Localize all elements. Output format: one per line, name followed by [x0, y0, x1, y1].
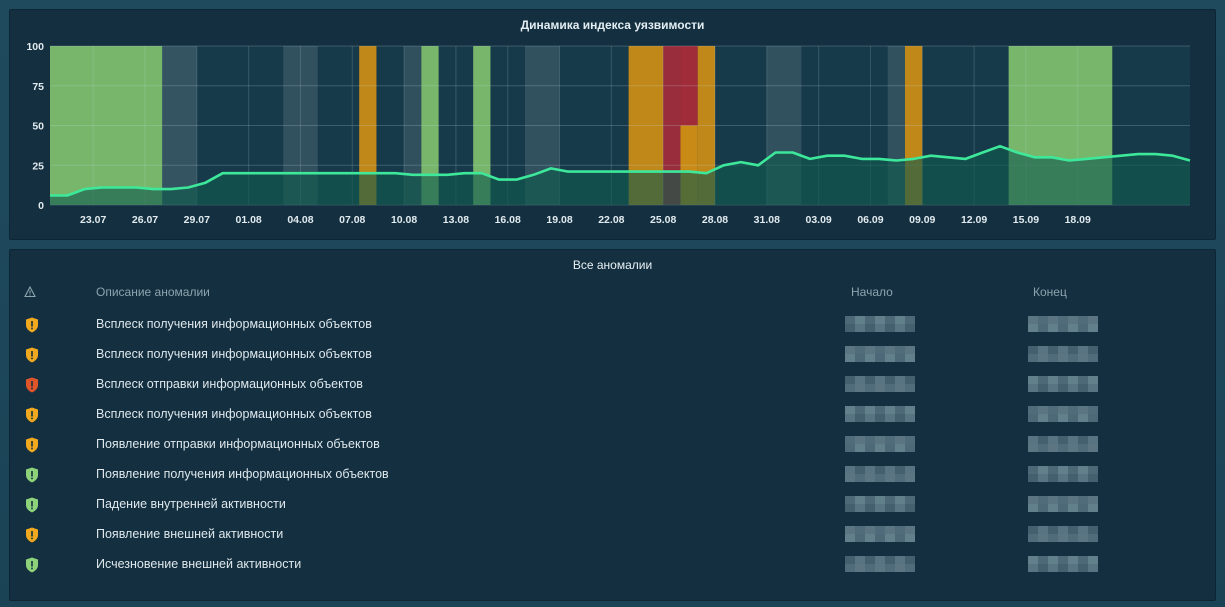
start-time-redacted — [845, 376, 915, 392]
shield-severity-icon — [25, 347, 39, 363]
end-time-redacted — [1028, 316, 1098, 332]
y-tick-label: 0 — [38, 200, 44, 212]
x-tick-label: 04.08 — [287, 214, 313, 226]
table-row[interactable]: Исчезновение внешней активности — [10, 554, 1215, 580]
x-tick-label: 22.08 — [598, 214, 624, 226]
start-column-header[interactable]: Начало — [851, 285, 893, 299]
end-time-redacted — [1028, 496, 1098, 512]
end-time-redacted — [1028, 556, 1098, 572]
x-tick-label: 10.08 — [391, 214, 417, 226]
start-time-redacted — [845, 526, 915, 542]
y-tick-label: 100 — [26, 41, 44, 53]
anomaly-band — [663, 46, 681, 205]
description-column-header[interactable]: Описание аномалии — [96, 285, 210, 299]
shield-severity-icon — [25, 407, 39, 423]
anomaly-description: Всплеск отправки информационных объектов — [96, 377, 363, 391]
end-time-redacted — [1028, 436, 1098, 452]
anomalies-title: Все аномалии — [572, 258, 653, 272]
table-row[interactable]: Падение внутренней активности — [10, 494, 1215, 520]
shield-severity-icon — [25, 467, 39, 483]
shield-severity-icon — [25, 437, 39, 453]
anomaly-band — [473, 46, 491, 205]
shield-severity-icon — [25, 317, 39, 333]
table-row[interactable]: Всплеск отправки информационных объектов — [10, 374, 1215, 400]
table-row[interactable]: Появление получения информационных объек… — [10, 464, 1215, 490]
x-tick-label: 28.08 — [702, 214, 728, 226]
x-tick-label: 25.08 — [650, 214, 676, 226]
anomaly-band — [421, 46, 439, 205]
x-tick-label: 16.08 — [495, 214, 521, 226]
x-tick-label: 29.07 — [184, 214, 210, 226]
anomaly-band — [359, 46, 377, 205]
x-tick-label: 23.07 — [80, 214, 106, 226]
anomaly-band — [162, 46, 197, 205]
x-tick-label: 01.08 — [235, 214, 261, 226]
shield-severity-icon — [25, 527, 39, 543]
start-time-redacted — [845, 316, 915, 332]
x-tick-label: 09.09 — [909, 214, 935, 226]
start-time-redacted — [845, 436, 915, 452]
x-tick-label: 03.09 — [805, 214, 831, 226]
anomaly-description: Всплеск получения информационных объекто… — [96, 407, 372, 421]
x-tick-label: 06.09 — [857, 214, 883, 226]
anomaly-band — [697, 46, 715, 205]
y-tick-label: 75 — [32, 81, 44, 93]
y-tick-label: 25 — [32, 160, 44, 172]
anomaly-description: Появление получения информационных объек… — [96, 467, 389, 481]
anomaly-description: Появление внешней активности — [96, 527, 284, 541]
table-row[interactable]: Появление внешней активности — [10, 524, 1215, 550]
anomaly-description: Появление отправки информационных объект… — [96, 437, 380, 451]
start-time-redacted — [845, 406, 915, 422]
severity-column-header — [24, 285, 36, 298]
end-time-redacted — [1028, 526, 1098, 542]
vulnerability-chart: 0 25 50 75 100 23.07 26.07 29.07 01.08 04.08 07.08… — [26, 41, 1191, 226]
warning-triangle-icon — [24, 285, 36, 298]
start-time-redacted — [845, 496, 915, 512]
series-line — [50, 144, 1191, 197]
table-row[interactable]: Всплеск получения информационных объекто… — [10, 344, 1215, 370]
start-time-redacted — [845, 466, 915, 482]
x-tick-label: 19.08 — [546, 214, 572, 226]
start-time-redacted — [845, 346, 915, 362]
end-column-header[interactable]: Конец — [1033, 285, 1067, 299]
anomaly-description: Падение внутренней активности — [96, 497, 286, 511]
end-time-redacted — [1028, 376, 1098, 392]
end-time-redacted — [1028, 346, 1098, 362]
vulnerability-chart-panel: Динамика индекса уязвимости 0 25 50 75 100 23… — [9, 9, 1216, 240]
chart-title: Динамика индекса уязвимости — [520, 18, 705, 32]
x-tick-label: 18.09 — [1065, 214, 1091, 226]
start-time-redacted — [845, 556, 915, 572]
anomaly-band — [50, 46, 163, 205]
shield-severity-icon — [25, 497, 39, 513]
table-row[interactable]: Появление отправки информационных объект… — [10, 434, 1215, 460]
y-tick-label: 50 — [32, 121, 44, 133]
end-time-redacted — [1028, 466, 1098, 482]
x-tick-label: 07.08 — [339, 214, 365, 226]
table-row[interactable]: Всплеск получения информационных объекто… — [10, 404, 1215, 430]
anomaly-description: Исчезновение внешней активности — [96, 557, 302, 571]
table-row[interactable]: Всплеск получения информационных объекто… — [10, 314, 1215, 340]
x-tick-label: 31.08 — [754, 214, 780, 226]
anomaly-description: Всплеск получения информационных объекто… — [96, 347, 372, 361]
x-tick-label: 15.09 — [1013, 214, 1039, 226]
shield-severity-icon — [25, 557, 39, 573]
anomaly-description: Всплеск получения информационных объекто… — [96, 317, 372, 331]
shield-severity-icon — [25, 377, 39, 393]
anomaly-band — [404, 46, 422, 205]
x-tick-label: 13.08 — [443, 214, 469, 226]
x-tick-label: 26.07 — [132, 214, 158, 226]
anomalies-panel: Все аномалии Описание аномалии Начало Ко… — [9, 249, 1216, 601]
end-time-redacted — [1028, 406, 1098, 422]
anomaly-band — [680, 46, 698, 126]
x-tick-label: 12.09 — [961, 214, 987, 226]
